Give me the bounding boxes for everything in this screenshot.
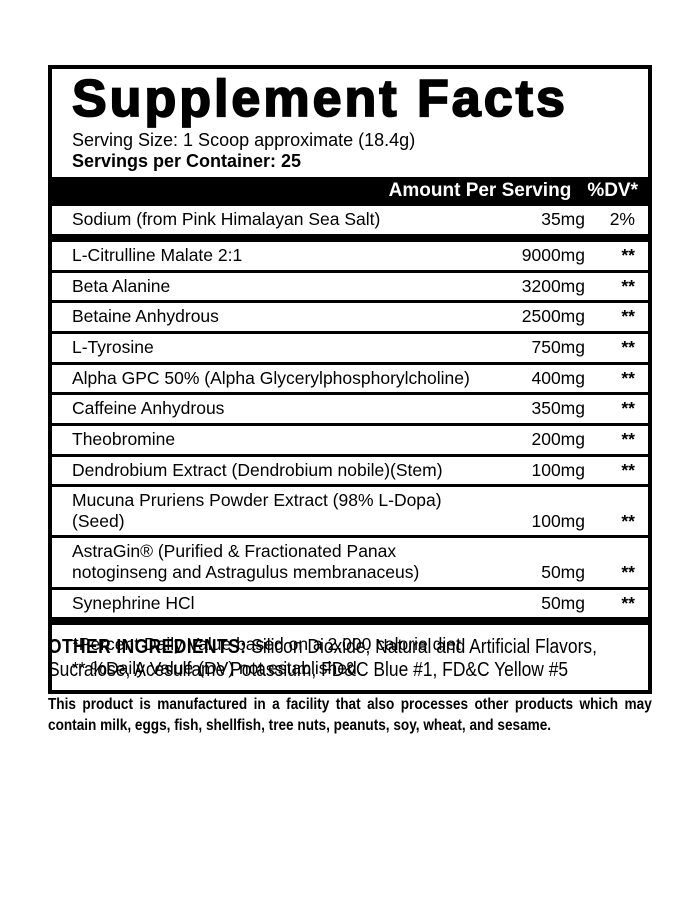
ingredient-dv: ** — [621, 245, 635, 266]
ingredient-row: L-Citrulline Malate 2:1 9000mg ** — [52, 242, 648, 270]
other-ingredients-text: OTHER INGREDIENTS: Silicon Dioxide, Natu… — [48, 635, 652, 682]
ingredient-row: Beta Alanine 3200mg ** — [52, 269, 648, 301]
ingredient-name: Beta Alanine — [72, 275, 171, 296]
other-ingredients-section: OTHER INGREDIENTS: Silicon Dioxide, Natu… — [48, 635, 652, 682]
other-ingredients-list: Silicon Dioxide, Natural and Artificial … — [48, 635, 597, 681]
ingredient-amount: 50mg — [541, 562, 585, 583]
ingredient-name: Theobromine — [72, 428, 176, 449]
footnote-daily-value: *Percent Daily Value based on a 2,000 ca… — [72, 634, 466, 655]
ingredient-row: Theobromine 200mg ** — [52, 422, 648, 454]
ingredient-amount: 750mg — [531, 336, 585, 357]
ingredient-name: Synephrine HCl — [72, 592, 195, 613]
allergen-statement: This product is manufactured in a facili… — [48, 696, 652, 734]
ingredient-name: L-Citrulline Malate 2:1 — [72, 245, 243, 266]
supplement-facts-panel: Supplement Facts Serving Size: 1 Scoop a… — [48, 65, 652, 694]
ingredient-row: Synephrine HCl 50mg ** — [52, 586, 648, 618]
ingredient-amount: 350mg — [531, 398, 585, 419]
ingredient-dv: ** — [621, 336, 635, 357]
ingredient-rows: L-Citrulline Malate 2:1 9000mg ** Beta A… — [52, 242, 648, 617]
serving-size-line: Serving Size: 1 Scoop approximate (18.4g… — [72, 130, 416, 150]
ingredient-dv: ** — [621, 592, 635, 613]
ingredient-amount: 3200mg — [521, 275, 585, 296]
ingredient-amount: 9000mg — [521, 245, 585, 266]
ingredient-amount: 35mg — [541, 209, 585, 230]
other-ingredients-label: OTHER INGREDIENTS: — [48, 635, 247, 658]
ingredient-dv: ** — [621, 275, 635, 296]
ingredient-name: Alpha GPC 50% (Alpha Glycerylphosphorylc… — [72, 367, 470, 388]
ingredient-row: Dendrobium Extract (Dendrobium nobile)(S… — [52, 453, 648, 485]
panel-head: Supplement Facts Serving Size: 1 Scoop a… — [52, 69, 648, 177]
divider-thick-bottom — [52, 617, 648, 626]
ingredient-name: Caffeine Anhydrous — [72, 398, 225, 419]
allergen-section: This product is manufactured in a facili… — [48, 695, 652, 737]
footnote-dv-not-established: ** %Daily Value (DV) not established. — [72, 658, 362, 679]
ingredient-name: Mucuna Pruriens Powder Extract (98% L-Do… — [72, 490, 442, 531]
ingredient-dv: ** — [621, 510, 635, 531]
ingredient-name: L-Tyrosine — [72, 336, 154, 357]
ingredient-row: AstraGin® (Purified & Fractionated Panax… — [52, 535, 648, 586]
ingredient-amount: 2500mg — [521, 306, 585, 327]
ingredient-dv: ** — [621, 562, 635, 583]
sodium-row: Sodium (from Pink Himalayan Sea Salt) 35… — [52, 206, 648, 234]
ingredient-amount: 100mg — [531, 459, 585, 480]
amount-per-serving-header: Amount Per Serving %DV* — [52, 177, 648, 207]
footnotes: *Percent Daily Value based on a 2,000 ca… — [52, 625, 648, 689]
ingredient-name: AstraGin® (Purified & Fractionated Panax… — [72, 541, 420, 583]
ingredient-row: Betaine Anhydrous 2500mg ** — [52, 300, 648, 331]
servings-per-container-line: Servings per Container: 25 — [72, 150, 302, 171]
panel-title: Supplement Facts — [71, 70, 568, 128]
ingredient-dv: ** — [621, 398, 635, 419]
ingredient-name: Betaine Anhydrous — [72, 306, 219, 327]
ingredient-dv: ** — [621, 306, 635, 327]
divider-thick-top — [52, 234, 648, 243]
ingredient-row: Alpha GPC 50% (Alpha Glycerylphosphorylc… — [52, 361, 648, 393]
ingredient-amount: 200mg — [531, 428, 585, 449]
ingredient-amount: 400mg — [531, 367, 585, 388]
ingredient-dv: ** — [621, 459, 635, 480]
ingredient-row: Mucuna Pruriens Powder Extract (98% L-Do… — [52, 484, 648, 535]
ingredient-amount: 50mg — [541, 592, 585, 613]
ingredient-row: Caffeine Anhydrous 350mg ** — [52, 392, 648, 423]
ingredient-dv: ** — [621, 428, 635, 449]
percent-dv-label: %DV* — [587, 180, 638, 202]
ingredient-name: Dendrobium Extract (Dendrobium nobile)(S… — [72, 459, 443, 480]
ingredient-amount: 100mg — [531, 510, 585, 531]
ingredient-dv: 2% — [609, 209, 635, 230]
ingredient-name: Sodium (from Pink Himalayan Sea Salt) — [72, 209, 381, 230]
ingredient-dv: ** — [621, 367, 635, 388]
amount-per-serving-label: Amount Per Serving — [388, 180, 572, 202]
ingredient-row: L-Tyrosine 750mg ** — [52, 330, 648, 362]
